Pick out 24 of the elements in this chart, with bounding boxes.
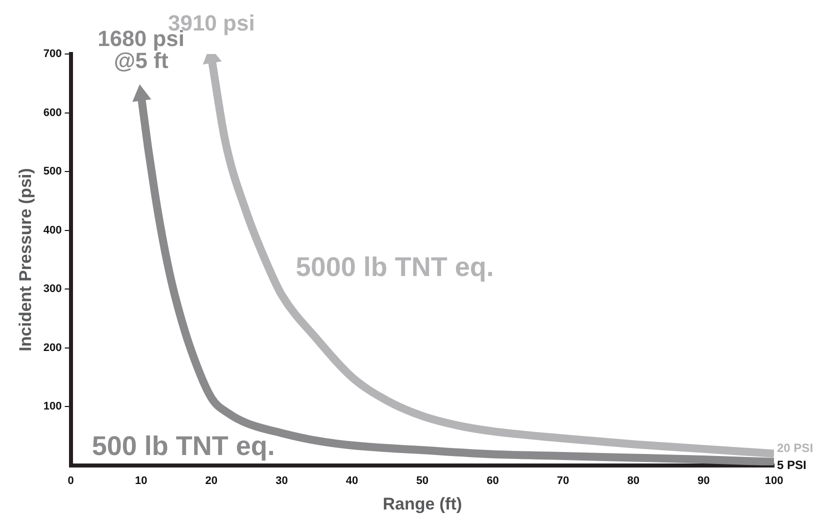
x-tick-label: 50 (416, 475, 428, 488)
y-tick-label: 100 (43, 400, 62, 413)
annotation: 5 PSI (777, 458, 806, 472)
y-tick-label: 400 (43, 224, 62, 236)
x-tick-label: 80 (627, 475, 640, 488)
y-axis-title: Incident Pressure (psi) (16, 168, 35, 352)
x-tick-label: 100 (764, 475, 784, 488)
y-tick-label: 200 (43, 342, 62, 354)
x-tick-label: 70 (556, 475, 570, 488)
y-tick-label: 600 (43, 106, 62, 119)
x-tick-label: 10 (134, 475, 148, 488)
x-tick-label: 90 (698, 475, 710, 488)
x-tick-label: 40 (346, 475, 358, 488)
series-label: 500 lb TNT eq. (92, 431, 275, 462)
y-tick-label: 700 (43, 48, 62, 60)
x-tick-label: 0 (68, 475, 74, 488)
annotation: 20 PSI (777, 440, 814, 455)
x-tick-label: 20 (205, 475, 218, 488)
y-tick-label: 300 (43, 283, 62, 296)
x-tick-label: 30 (276, 475, 288, 488)
x-axis-title: Range (ft) (382, 494, 462, 514)
x-tick-label: 60 (486, 475, 499, 488)
y-tick-label: 500 (43, 166, 62, 178)
series-label: 5000 lb TNT eq. (296, 252, 494, 282)
